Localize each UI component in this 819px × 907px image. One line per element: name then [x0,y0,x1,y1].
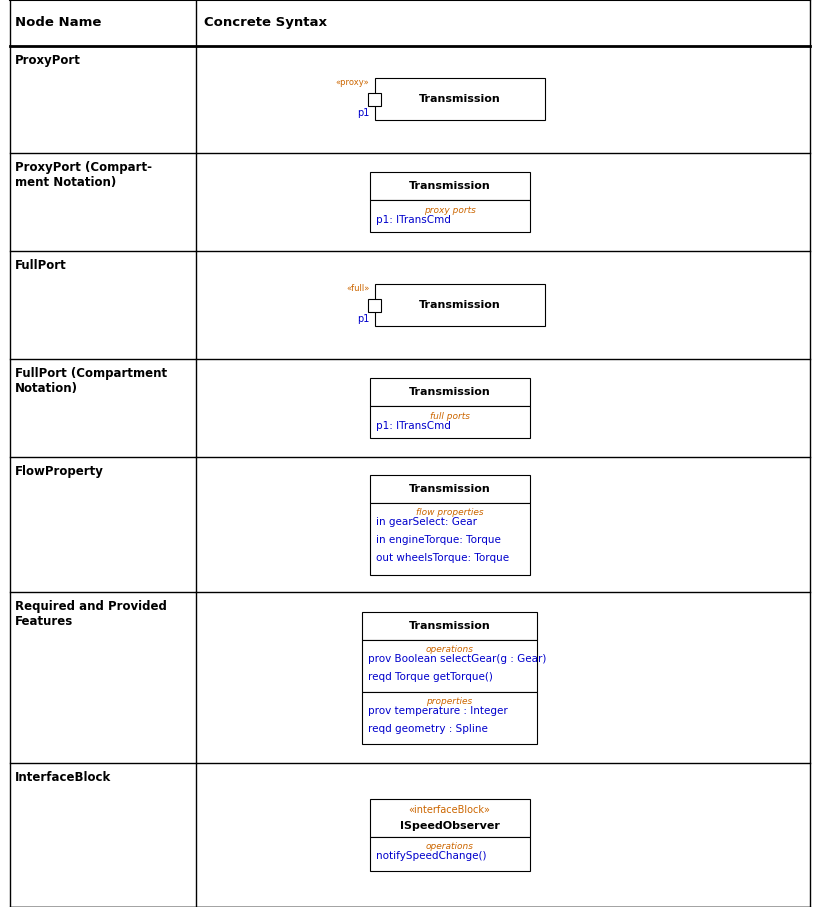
Text: ProxyPort: ProxyPort [15,54,80,66]
Text: Transmission: Transmission [408,483,490,493]
Text: prov temperature : Integer: prov temperature : Integer [368,706,507,716]
Bar [369,502,529,574]
Bar [369,200,529,232]
Bar [362,611,536,639]
Text: Transmission: Transmission [408,181,490,191]
Text: p1: ITransCmd: p1: ITransCmd [375,215,450,225]
Text: proxy ports: proxy ports [423,206,475,215]
Text: Transmission: Transmission [408,387,490,397]
Bar [369,799,529,837]
Text: Transmission: Transmission [419,300,500,310]
Text: Required and Provided
Features: Required and Provided Features [15,600,166,628]
Text: properties: properties [426,697,472,706]
Text: «interfaceBlock»: «interfaceBlock» [408,805,490,814]
Text: notifySpeedChange(): notifySpeedChange() [375,851,486,861]
Text: Transmission: Transmission [408,620,490,630]
Text: Transmission: Transmission [419,94,500,104]
Text: InterfaceBlock: InterfaceBlock [15,771,111,785]
Text: p1: p1 [357,314,369,324]
Bar [362,691,536,744]
Bar [369,378,529,406]
Bar [374,284,544,326]
Text: ISpeedObserver: ISpeedObserver [399,822,499,832]
Text: ProxyPort (Compart-
ment Notation): ProxyPort (Compart- ment Notation) [15,161,152,189]
Text: reqd Torque getTorque(): reqd Torque getTorque() [368,671,492,681]
Text: operations: operations [425,645,473,654]
Bar [368,93,381,106]
Bar [368,298,381,312]
Bar [369,474,529,502]
Text: FullPort: FullPort [15,259,66,272]
Bar [369,406,529,438]
Bar [369,172,529,200]
Text: «proxy»: «proxy» [336,78,369,87]
Text: p1: ITransCmd: p1: ITransCmd [375,421,450,431]
Text: prov Boolean selectGear(g : Gear): prov Boolean selectGear(g : Gear) [368,654,545,664]
Text: in engineTorque: Torque: in engineTorque: Torque [375,534,500,544]
Text: operations: operations [425,842,473,851]
Text: FlowProperty: FlowProperty [15,465,103,478]
Text: Concrete Syntax: Concrete Syntax [204,16,327,29]
Bar [362,639,536,691]
Text: Node Name: Node Name [15,16,101,29]
Text: FullPort (Compartment
Notation): FullPort (Compartment Notation) [15,366,167,395]
Text: full ports: full ports [429,412,469,421]
Text: in gearSelect: Gear: in gearSelect: Gear [375,516,476,527]
Bar [374,78,544,121]
Text: out wheelsTorque: Torque: out wheelsTorque: Torque [375,552,508,562]
Bar [369,837,529,871]
Text: flow properties: flow properties [415,508,482,516]
Text: p1: p1 [357,108,369,118]
Text: reqd geometry : Spline: reqd geometry : Spline [368,724,487,734]
Text: «full»: «full» [346,284,369,293]
